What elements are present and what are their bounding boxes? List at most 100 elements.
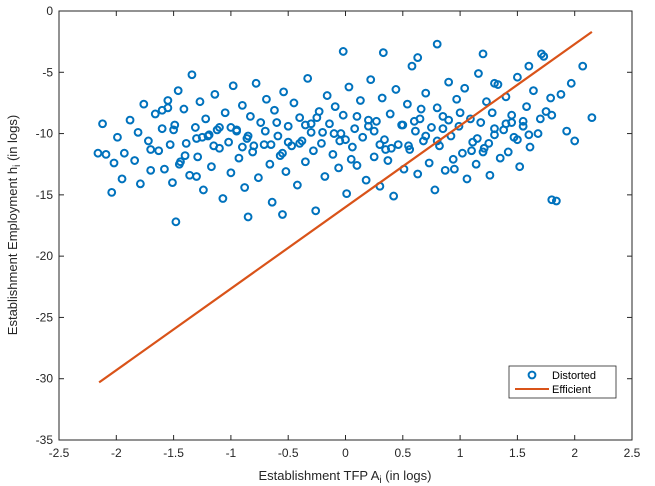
data-marks <box>93 30 597 384</box>
scatter-point-distorted <box>513 135 522 145</box>
scatter-point-distorted <box>232 125 242 135</box>
scatter-point-distorted <box>440 165 450 175</box>
scatter-point-distorted <box>279 87 289 97</box>
scatter-point-distorted <box>240 183 250 192</box>
scatter-point-distorted <box>424 158 434 168</box>
scatter-point-distorted <box>154 146 164 156</box>
scatter-point-distorted <box>125 115 135 125</box>
scatter-point-distorted <box>265 159 275 169</box>
scatter-point-distorted <box>539 51 549 61</box>
scatter-point-distorted <box>109 158 119 168</box>
scatter-point-distorted <box>117 174 127 184</box>
scatter-point-distorted <box>377 93 387 103</box>
scatter-point-distorted <box>515 162 525 172</box>
scatter-point-distorted <box>311 206 321 216</box>
scatter-point-distorted <box>556 89 566 99</box>
y-tick-label: -10 <box>36 127 54 141</box>
scatter-point-distorted <box>243 131 253 141</box>
scatter-point-distorted <box>195 97 205 107</box>
scatter-point-distorted <box>317 138 326 148</box>
x-axis-label-main: Establishment TFP A <box>258 468 379 483</box>
scatter-point-distorted <box>322 91 332 100</box>
x-tick-label: -2.5 <box>49 446 70 460</box>
scatter-point-distorted <box>454 121 464 131</box>
scatter-point-distorted <box>444 77 454 87</box>
scatter-point-distorted <box>507 118 517 127</box>
scatter-point-distorted <box>342 189 352 199</box>
scatter-point-distorted <box>226 168 236 178</box>
scatter-point-distorted <box>320 172 330 181</box>
legend-label-distorted: Distorted <box>552 370 596 382</box>
scatter-point-distorted <box>173 86 183 96</box>
scatter-point-distorted <box>398 120 408 130</box>
scatter-point-distorted <box>415 114 425 124</box>
scatter-point-distorted <box>237 142 247 152</box>
scatter-point-distorted <box>160 164 169 174</box>
scatter-point-distorted <box>375 140 385 150</box>
scatter-point-distorted <box>98 119 107 129</box>
x-tick-label: -1.5 <box>163 446 184 460</box>
y-tick-label: -25 <box>36 310 54 324</box>
legend-label-efficient: Efficient <box>552 384 591 396</box>
scatter-point-distorted <box>165 140 175 150</box>
scatter-point-distorted <box>430 185 440 195</box>
scatter-point-distorted <box>146 165 156 175</box>
scatter-point-distorted <box>133 127 143 137</box>
scatter-point-distorted <box>312 113 322 123</box>
scatter-point-distorted <box>174 159 184 169</box>
scatter-point-distorted <box>169 125 179 135</box>
scatter-point-distorted <box>402 99 412 109</box>
scatter-point-distorted <box>421 88 431 98</box>
scatter-point-distorted <box>404 141 413 151</box>
scatter-point-distorted <box>262 94 271 104</box>
scatter-point-distorted <box>547 195 557 205</box>
scatter-point-distorted <box>460 83 470 93</box>
scatter-point-distorted <box>482 97 491 107</box>
scatter-point-distorted <box>535 114 545 124</box>
scatter-point-distorted <box>369 126 379 136</box>
scatter-point-distorted <box>193 152 203 162</box>
y-tick-label: -15 <box>36 188 54 202</box>
x-tick-label: 0 <box>342 446 349 460</box>
scatter-point-distorted <box>452 94 462 104</box>
scatter-point-distorted <box>457 148 467 158</box>
scatter-point-distorted <box>566 78 576 88</box>
scatter-point-distorted <box>378 48 388 58</box>
scatter-point-distorted <box>364 121 373 131</box>
scatter-point-distorted <box>338 47 348 56</box>
efficient-line <box>98 30 593 384</box>
scatter-point-distorted <box>380 135 389 145</box>
x-tick-label: 2.5 <box>624 446 641 460</box>
scatter-point-distorted <box>272 118 282 127</box>
x-axis-label: Establishment TFP Ai (in logs) <box>258 468 431 486</box>
scatter-point-distorted <box>300 120 310 130</box>
scatter-point-distorted <box>179 104 189 114</box>
scatter-point-distorted <box>347 142 357 152</box>
scatter-point-distorted <box>170 120 180 130</box>
scatter-point-distorted <box>107 188 117 197</box>
scatter-point-distorted <box>150 109 160 119</box>
scatter-point-distorted <box>356 96 365 105</box>
scatter-point-distorted <box>448 154 458 164</box>
scatter-point-distorted <box>466 114 475 124</box>
scatter-point-distorted <box>444 115 454 125</box>
scatter-point-distorted <box>318 127 327 137</box>
scatter-point-distorted <box>303 74 313 83</box>
scatter-point-distorted <box>471 159 481 169</box>
scatter-point-distorted <box>485 170 495 180</box>
x-tick-label: 0.5 <box>394 446 411 460</box>
scatter-point-distorted <box>210 89 220 99</box>
scatter-point-distorted <box>352 112 362 121</box>
scatter-point-distorted <box>260 126 270 136</box>
scatter-point-distorted <box>350 124 360 134</box>
scatter-point-distorted <box>478 147 488 157</box>
scatter-point-distorted <box>346 154 356 164</box>
scatter-point-distorted <box>338 110 348 120</box>
scatter-point-distorted <box>220 108 230 118</box>
scatter-point-distorted <box>207 162 216 172</box>
scatter-point-distorted <box>495 153 505 163</box>
scatter-point-distorted <box>372 116 381 126</box>
scatter-point-distorted <box>524 61 534 71</box>
scatter-point-distorted <box>289 98 299 108</box>
